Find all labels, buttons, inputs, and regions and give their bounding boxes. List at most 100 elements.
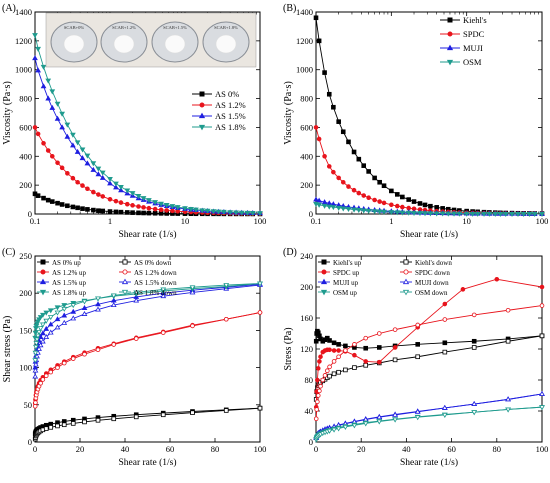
series-as-1-5- <box>32 55 263 216</box>
data-point <box>82 351 87 357</box>
data-point <box>49 104 56 110</box>
panel-label: (D) <box>283 247 297 258</box>
x-tick-label: 0 <box>33 444 37 454</box>
legend-label: AS 0% <box>215 89 239 99</box>
data-point <box>471 400 478 406</box>
series-line <box>315 335 543 400</box>
data-point <box>335 205 342 211</box>
data-point <box>65 203 70 209</box>
data-point <box>474 211 481 217</box>
data-point <box>415 322 421 328</box>
legend: AS 0% up AS 0% down AS 1.2% up AS 1.2% down… <box>37 259 177 297</box>
dish-label: SCAB+1.8% <box>214 25 238 30</box>
series-line <box>315 305 543 419</box>
data-point <box>442 301 448 307</box>
data-point <box>403 259 409 265</box>
data-point <box>320 377 326 383</box>
data-point <box>346 139 351 145</box>
data-point <box>526 212 533 218</box>
data-point <box>35 46 41 52</box>
data-point <box>446 44 454 51</box>
data-point <box>356 156 362 162</box>
data-point <box>324 368 330 374</box>
series-kiehl-s-up <box>313 328 545 351</box>
data-point <box>190 410 195 415</box>
y-tick-label: 800 <box>19 94 32 104</box>
data-point <box>90 161 97 167</box>
data-point <box>441 412 448 418</box>
data-point <box>471 345 477 350</box>
y-axis-label: Viscosity (Pa·s) <box>283 81 294 145</box>
data-point <box>392 411 398 417</box>
x-tick-label: 0 <box>314 444 318 454</box>
x-axis-label: Shear rate (1/s) <box>118 457 176 468</box>
x-tick-label: 40 <box>121 444 130 454</box>
data-point <box>199 91 205 97</box>
data-point <box>427 211 434 217</box>
data-point <box>54 101 61 107</box>
data-point <box>215 209 222 215</box>
y-tick-label: 80 <box>305 375 314 385</box>
data-point <box>141 205 146 210</box>
data-point <box>403 269 409 275</box>
data-point <box>130 203 135 208</box>
data-point <box>32 125 38 130</box>
data-point <box>85 207 90 212</box>
data-point <box>249 211 256 217</box>
data-point <box>41 195 46 201</box>
data-point <box>352 352 357 358</box>
data-point <box>340 129 346 135</box>
y-tick-label: 1000 <box>296 65 313 75</box>
data-point <box>326 200 333 206</box>
data-point <box>70 308 77 314</box>
data-point <box>394 203 400 209</box>
legend-label: MUJI up <box>333 279 359 287</box>
data-point <box>193 207 199 213</box>
data-point <box>417 211 423 217</box>
data-point <box>351 207 357 213</box>
data-point <box>79 155 86 161</box>
y-tick-label: 150 <box>19 325 32 335</box>
legend-label: MUJI <box>463 43 483 53</box>
data-point <box>486 211 493 217</box>
legend-label: SPDC down <box>415 269 450 277</box>
data-point <box>345 207 352 213</box>
data-point <box>223 408 229 413</box>
x-tick-label: 1 <box>108 216 112 226</box>
data-point <box>47 329 54 335</box>
data-point <box>336 342 341 347</box>
data-point <box>111 342 117 347</box>
data-point <box>70 303 77 309</box>
series-line <box>34 127 261 215</box>
y-tick-label: 1200 <box>296 36 313 46</box>
y-axis-label: Shear stress (Pa) <box>2 316 13 383</box>
data-point <box>34 337 40 343</box>
data-point <box>40 64 47 70</box>
data-point <box>40 83 47 89</box>
legend-label: Kiehl's down <box>415 259 452 267</box>
data-point <box>37 342 44 348</box>
data-point <box>118 200 124 205</box>
data-point <box>442 349 448 355</box>
data-point <box>351 187 357 193</box>
data-point <box>107 196 113 202</box>
data-point <box>539 405 545 411</box>
data-point <box>539 333 545 339</box>
data-point <box>321 269 327 275</box>
data-point <box>400 204 405 210</box>
data-point <box>135 194 142 200</box>
series-as-1-5-down <box>32 281 263 379</box>
x-tick-label: 0.1 <box>311 216 322 226</box>
series-line <box>315 17 543 215</box>
data-point <box>79 147 86 153</box>
y-tick-label: 100 <box>19 363 32 373</box>
data-point <box>188 207 194 213</box>
data-point <box>110 293 117 299</box>
data-point <box>146 210 152 216</box>
data-point <box>257 405 263 411</box>
data-point <box>502 211 509 217</box>
data-point <box>59 165 65 171</box>
data-point <box>39 322 46 328</box>
data-point <box>121 278 129 285</box>
data-point <box>45 95 52 101</box>
